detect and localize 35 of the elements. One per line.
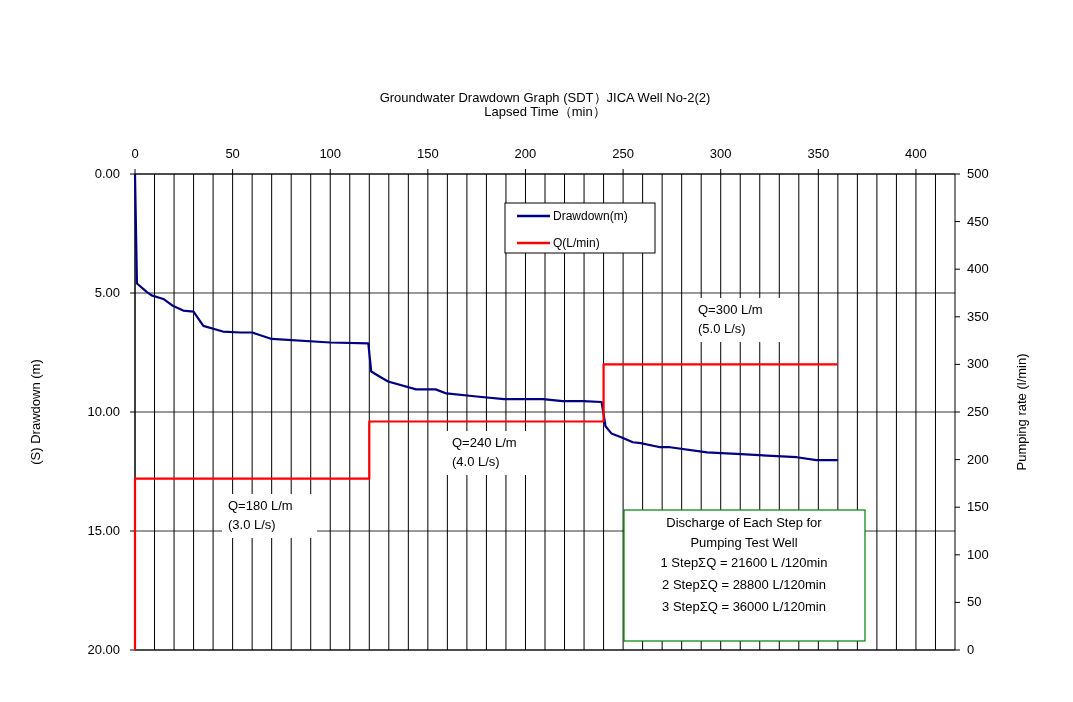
x-tick-label: 300: [709, 146, 732, 161]
x-tick-label: 0: [131, 146, 139, 161]
legend-label: Q(L/min): [553, 236, 600, 250]
y2-tick-label: 200: [967, 451, 989, 467]
chart-title: Groundwater Drawdown Graph (SDT）JICA Well No-2(2): [379, 90, 711, 105]
y2-tick-label: 500: [967, 166, 989, 181]
x-tick-label: 200: [514, 146, 537, 161]
y-tick-label: 5.00: [94, 285, 120, 300]
y2-tick-label: 150: [967, 499, 989, 515]
y-tick-label: 10.00: [87, 404, 120, 419]
y2-tick-label: 100: [967, 546, 989, 562]
y2-tick-label: 0: [967, 642, 975, 657]
x-tick-label: 250: [612, 146, 634, 161]
x-tick-label: 150: [417, 146, 439, 161]
x-tick-label: 50: [225, 146, 240, 161]
y2-tick-label: 400: [967, 261, 989, 277]
x-tick-label: 100: [319, 146, 342, 161]
x-axis-title: Lapsed Time（min）: [484, 104, 606, 119]
y-tick-label: 15.00: [87, 523, 120, 538]
y2-tick-label: 350: [967, 308, 989, 324]
legend-label: Drawdown(m): [553, 209, 628, 223]
x-tick-label: 350: [807, 146, 830, 161]
y2-tick-label: 250: [967, 404, 989, 419]
y2-axis-title: Pumping rate (l/min): [1014, 353, 1029, 471]
y2-tick-label: 50: [967, 594, 982, 610]
x-tick-label: 400: [905, 146, 927, 161]
annotation: Q=180 L/m (3.0 L/s): [228, 498, 293, 532]
y-tick-label: 0.00: [94, 166, 120, 181]
annotation: Q=240 L/m (4.0 L/s): [452, 435, 517, 469]
y-tick-label: 20.00: [87, 642, 120, 657]
annotation: Discharge of Each Step for Pumping Test Well 1 StepΣQ = 21600 L /120min 2 StepΣQ = 28800 L/120min 3 StepΣQ = 36000 L/120min: [660, 515, 828, 614]
y2-tick-label: 300: [967, 356, 989, 372]
y-axis-title: (S) Drawdown (m): [28, 359, 43, 465]
annotation: Q=300 L/m (5.0 L/s): [698, 302, 763, 336]
y2-tick-label: 450: [967, 213, 989, 229]
